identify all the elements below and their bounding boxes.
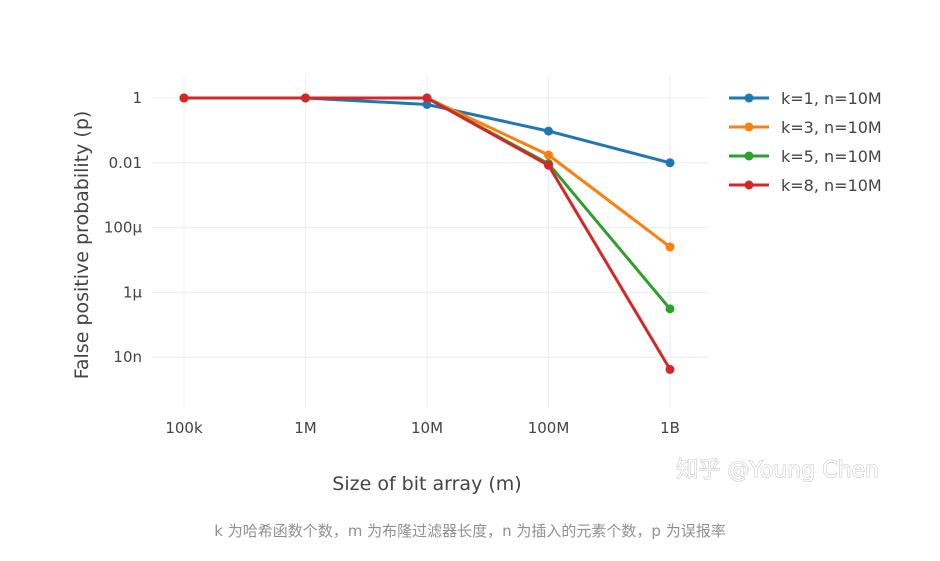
data-point — [544, 126, 553, 136]
x-axis-ticks: 100k 1M 10M 100M 1B — [165, 419, 680, 437]
legend-swatch-marker — [744, 180, 754, 190]
data-point — [665, 304, 675, 314]
watermark: 知乎 @Young Chen — [676, 458, 879, 483]
chart: 1 0.01 100μ 1μ 10n 100k 1M 10M 100M 1B False pos… — [71, 75, 882, 495]
y-tick-label: 1 — [132, 89, 142, 107]
legend-label: k=3, n=10M — [781, 118, 882, 137]
data-point — [544, 150, 553, 160]
series-4 — [179, 93, 675, 374]
y-axis-title: False positive probability (p) — [71, 111, 93, 380]
x-tick-label: 1M — [294, 419, 317, 437]
legend-label: k=8, n=10M — [781, 176, 882, 195]
x-tick-label: 100k — [165, 419, 203, 437]
x-axis-title: Size of bit array (m) — [332, 473, 521, 495]
data-point — [665, 158, 675, 168]
data-point — [179, 93, 189, 103]
x-tick-label: 1B — [660, 419, 680, 437]
data-point — [422, 99, 432, 109]
series-layer — [179, 93, 675, 374]
legend-item[interactable]: k=5, n=10M — [729, 147, 882, 166]
x-tick-label: 10M — [411, 419, 443, 437]
y-axis-ticks: 1 0.01 100μ 1μ 10n — [104, 89, 143, 366]
y-tick-label: 100μ — [104, 219, 143, 237]
legend-swatch-marker — [744, 93, 754, 103]
y-tick-label: 0.01 — [109, 154, 142, 172]
gridlines — [152, 75, 708, 408]
legend[interactable]: k=1, n=10M k=3, n=10M k=5, n=10M k=8, n=10M — [729, 89, 882, 195]
data-point — [544, 160, 553, 170]
y-tick-label: 10n — [113, 348, 142, 366]
data-point — [301, 93, 310, 103]
data-point — [665, 364, 675, 374]
x-tick-label: 100M — [528, 419, 570, 437]
legend-swatch-marker — [744, 122, 754, 132]
caption: k 为哈希函数个数，m 为布隆过滤器长度，n 为插入的元素个数，p 为误报率 — [214, 522, 726, 540]
legend-item[interactable]: k=1, n=10M — [729, 89, 882, 108]
legend-item[interactable]: k=3, n=10M — [729, 118, 882, 137]
data-point — [422, 93, 432, 103]
legend-label: k=1, n=10M — [781, 89, 882, 108]
y-tick-label: 1μ — [123, 283, 143, 301]
legend-swatch-marker — [744, 151, 754, 161]
legend-item[interactable]: k=8, n=10M — [729, 176, 882, 195]
legend-label: k=5, n=10M — [781, 147, 882, 166]
data-point — [665, 242, 675, 252]
